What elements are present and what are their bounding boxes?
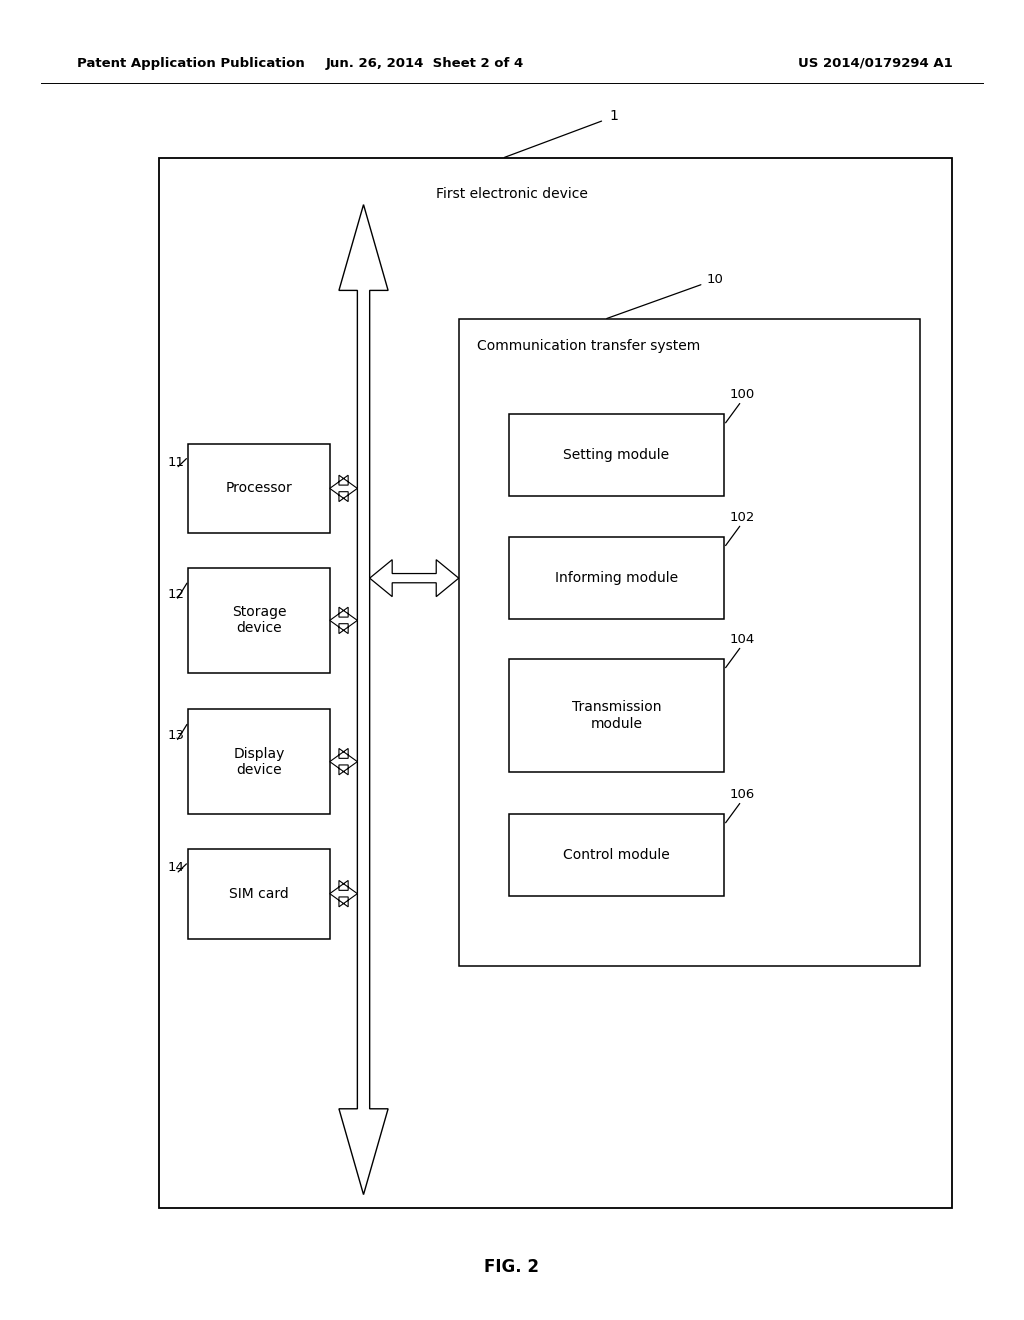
- Bar: [509, 659, 724, 771]
- Text: 11: 11: [168, 455, 185, 469]
- Polygon shape: [330, 880, 357, 907]
- Text: 1: 1: [609, 110, 618, 123]
- Bar: [188, 568, 330, 673]
- Polygon shape: [370, 560, 459, 597]
- Bar: [188, 709, 330, 814]
- Text: First electronic device: First electronic device: [436, 187, 588, 202]
- Text: Setting module: Setting module: [563, 449, 670, 462]
- Polygon shape: [330, 607, 357, 634]
- Text: Communication transfer system: Communication transfer system: [477, 339, 700, 354]
- Text: 10: 10: [707, 273, 723, 286]
- Text: Patent Application Publication: Patent Application Publication: [77, 57, 304, 70]
- Text: Display
device: Display device: [233, 747, 285, 776]
- Polygon shape: [330, 748, 357, 775]
- Text: 104: 104: [729, 634, 755, 645]
- Text: FIG. 2: FIG. 2: [484, 1258, 540, 1276]
- Text: 12: 12: [168, 587, 185, 601]
- Bar: [509, 814, 724, 896]
- Bar: [509, 537, 724, 619]
- Text: US 2014/0179294 A1: US 2014/0179294 A1: [798, 57, 952, 70]
- Bar: [509, 414, 724, 496]
- Text: 100: 100: [729, 388, 755, 401]
- Text: 14: 14: [168, 861, 184, 874]
- Bar: [159, 158, 952, 1208]
- Bar: [188, 444, 330, 533]
- Text: SIM card: SIM card: [229, 887, 289, 900]
- Bar: [188, 849, 330, 939]
- Text: Transmission
module: Transmission module: [571, 701, 662, 730]
- Text: 13: 13: [168, 729, 185, 742]
- Text: 102: 102: [729, 511, 755, 524]
- Polygon shape: [330, 475, 357, 502]
- Bar: [459, 319, 920, 966]
- Text: Control module: Control module: [563, 849, 670, 862]
- Text: Jun. 26, 2014  Sheet 2 of 4: Jun. 26, 2014 Sheet 2 of 4: [326, 57, 524, 70]
- Text: Storage
device: Storage device: [231, 606, 287, 635]
- Text: 106: 106: [729, 788, 755, 801]
- Text: Processor: Processor: [225, 482, 293, 495]
- Text: Informing module: Informing module: [555, 572, 678, 585]
- Polygon shape: [339, 205, 388, 1195]
